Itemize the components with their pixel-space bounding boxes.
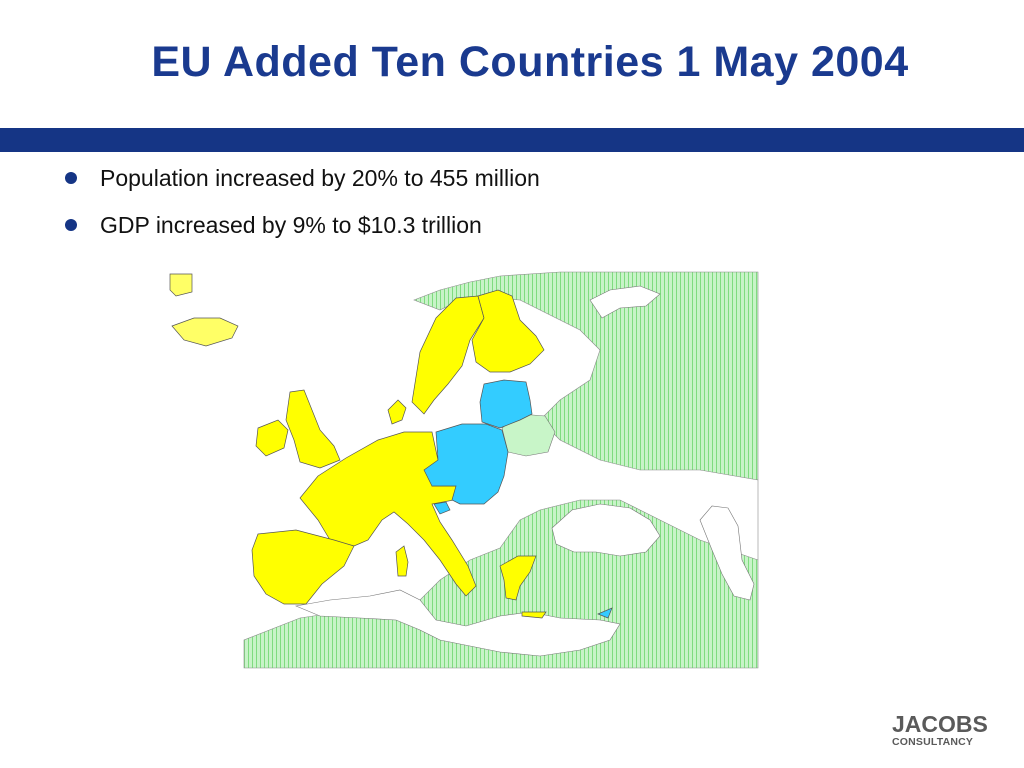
logo-name: JACOBS [892, 711, 988, 737]
slide-title: EU Added Ten Countries 1 May 2004 [151, 38, 909, 86]
logo-tagline: CONSULTANCY [892, 736, 974, 748]
uk-region [285, 389, 341, 469]
company-logo: JACOBS CONSULTANCY [892, 712, 1004, 748]
scandinavia-region [411, 295, 485, 415]
bullet-text: GDP increased by 9% to $10.3 trillion [100, 212, 482, 238]
greenland-tip [169, 273, 193, 297]
bullet-dot-icon [65, 219, 77, 231]
slovenia-region [433, 501, 451, 515]
baltic-states-region [479, 379, 533, 429]
corsica-sardinia [395, 545, 409, 577]
finland-region [471, 289, 545, 373]
iceland-region [171, 317, 239, 347]
bullet-text: Population increased by 20% to 455 milli… [100, 165, 540, 191]
bullet-list: Population increased by 20% to 455 milli… [64, 163, 540, 257]
denmark-region [387, 399, 407, 425]
iberia-region [251, 529, 355, 605]
bullet-item: GDP increased by 9% to $10.3 trillion [64, 210, 540, 257]
mediterranean-sea [294, 589, 621, 657]
cyprus-region [597, 607, 613, 619]
caspian-sea [699, 505, 755, 601]
central-europe-new-members [423, 423, 509, 505]
europe-map-svg [169, 271, 759, 669]
europe-map [160, 268, 764, 674]
black-sea [551, 503, 661, 557]
non-member-land [243, 271, 759, 669]
crete [521, 611, 547, 619]
bullet-item: Population increased by 20% to 455 milli… [64, 163, 540, 210]
white-sea [589, 285, 661, 319]
bullet-dot-icon [65, 172, 77, 184]
ireland-region [255, 419, 289, 457]
title-rule [0, 128, 1024, 152]
greece-region [499, 555, 537, 601]
